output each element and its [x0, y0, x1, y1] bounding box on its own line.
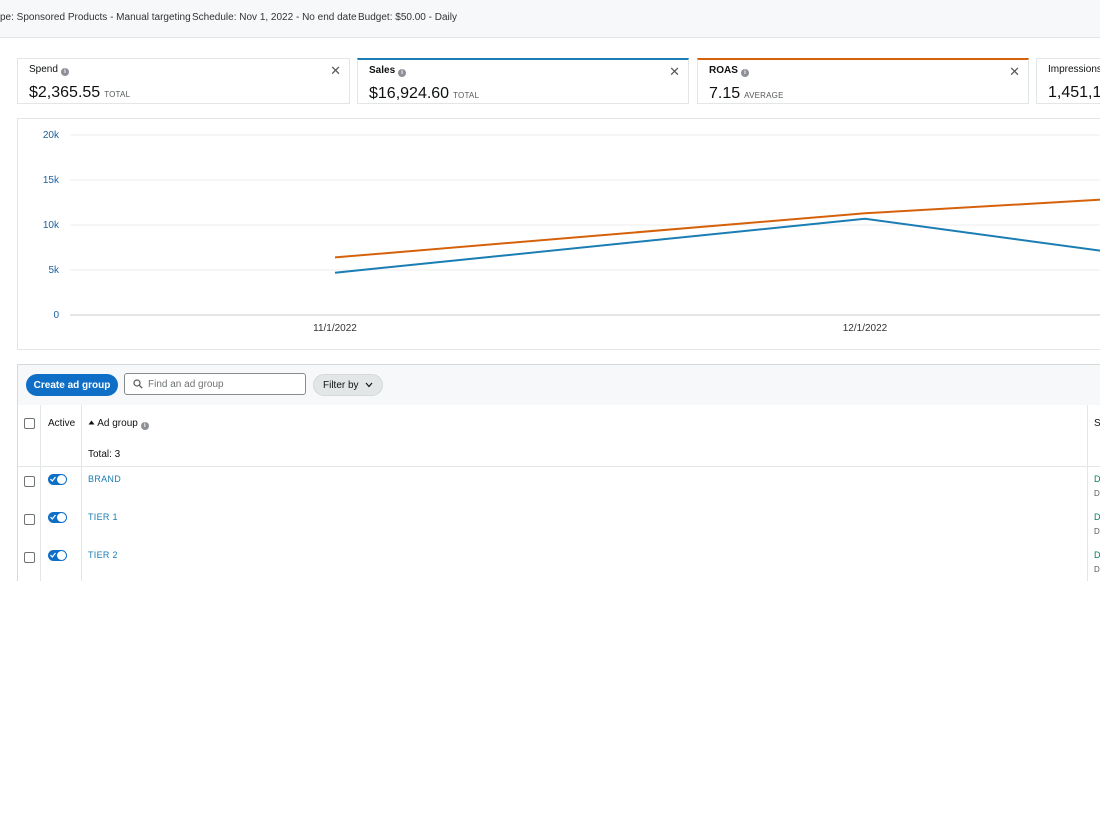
- y-tick-label: 15k: [43, 175, 60, 186]
- total-row: Total: 3: [18, 443, 1100, 467]
- metric-card-roas[interactable]: ROAS i ✕ 7.15 AVERAGE: [697, 58, 1029, 104]
- campaign-budget: Budget: $50.00 - Daily: [358, 12, 457, 23]
- row-checkbox[interactable]: [24, 552, 35, 563]
- table-row: BRAND D D: [18, 467, 1100, 506]
- close-icon[interactable]: ✕: [1009, 64, 1020, 79]
- close-icon[interactable]: ✕: [669, 64, 680, 79]
- table-toolbar: Create ad group Filter by: [18, 365, 1100, 406]
- series-line-0[interactable]: [334, 217, 1100, 274]
- table-header: Active Ad group i S: [18, 405, 1100, 444]
- filter-by-button[interactable]: Filter by: [313, 374, 383, 396]
- x-tick-label: 11/1/2022: [313, 323, 357, 334]
- campaign-type: pe: Sponsored Products - Manual targetin…: [0, 12, 191, 23]
- search-icon: [133, 379, 143, 389]
- active-toggle[interactable]: [48, 512, 67, 523]
- column-header-ad-group-label: Ad group: [97, 418, 138, 429]
- active-toggle[interactable]: [48, 474, 67, 485]
- check-icon: [50, 514, 56, 520]
- metric-unit: AVERAGE: [744, 91, 784, 100]
- info-icon[interactable]: i: [740, 69, 749, 77]
- column-header-ad-group[interactable]: Ad group i: [88, 418, 149, 430]
- x-tick-label: 12/1/2022: [843, 323, 888, 334]
- info-icon[interactable]: i: [140, 422, 149, 430]
- metric-label: Spend: [29, 64, 58, 75]
- active-toggle[interactable]: [48, 550, 67, 561]
- metric-value: $16,924.60: [369, 85, 450, 102]
- metric-card-sales[interactable]: Sales i ✕ $16,924.60 TOTAL: [357, 58, 689, 104]
- search-field[interactable]: [124, 373, 306, 395]
- filter-label: Filter by: [323, 379, 359, 391]
- ad-group-link-tier-2[interactable]: TIER 2: [88, 550, 118, 560]
- campaign-schedule: Schedule: Nov 1, 2022 - No end date: [192, 12, 357, 23]
- create-ad-group-button[interactable]: Create ad group: [26, 374, 118, 396]
- y-tick-label: 20k: [43, 130, 60, 141]
- metric-value: 7.15: [709, 85, 741, 102]
- row-status-detail: D: [1094, 565, 1100, 574]
- metric-unit: TOTAL: [104, 90, 131, 99]
- metric-label: ROAS: [709, 65, 738, 76]
- info-icon[interactable]: i: [60, 68, 69, 76]
- y-tick-label: 10k: [43, 220, 60, 231]
- row-checkbox[interactable]: [24, 476, 35, 487]
- info-icon[interactable]: i: [398, 69, 407, 77]
- chevron-down-icon: [365, 382, 373, 388]
- search-input[interactable]: [148, 376, 298, 392]
- metric-value: 1,451,1: [1048, 84, 1100, 101]
- y-tick-label: 0: [53, 310, 59, 321]
- select-all-checkbox[interactable]: [24, 418, 35, 429]
- check-icon: [50, 476, 56, 482]
- ad-group-table-panel: Create ad group Filter by Active Ad grou…: [17, 364, 1100, 581]
- metric-label: Impressions: [1048, 64, 1100, 75]
- metric-value: $2,365.55: [29, 84, 101, 101]
- total-count: Total: 3: [88, 449, 121, 460]
- table-row: TIER 2 D D: [18, 543, 1100, 581]
- metric-label: Sales: [369, 65, 396, 76]
- row-checkbox[interactable]: [24, 514, 35, 525]
- row-status-detail: D: [1094, 527, 1100, 536]
- metric-unit: TOTAL: [453, 91, 480, 100]
- check-icon: [50, 552, 56, 558]
- column-header-status[interactable]: S: [1094, 418, 1100, 429]
- metric-card-impressions[interactable]: Impressions 1,451,1: [1036, 58, 1100, 104]
- column-header-active[interactable]: Active: [48, 418, 76, 429]
- row-status: D: [1094, 512, 1100, 522]
- row-status: D: [1094, 550, 1100, 560]
- ad-group-link-brand[interactable]: BRAND: [88, 474, 122, 484]
- y-tick-label: 5k: [48, 265, 60, 276]
- close-icon[interactable]: ✕: [330, 63, 341, 78]
- row-status: D: [1094, 474, 1100, 484]
- campaign-info-bar: pe: Sponsored Products - Manual targetin…: [0, 0, 1100, 38]
- series-line-1[interactable]: [334, 198, 1100, 259]
- sort-up-icon: [88, 420, 95, 425]
- row-status-detail: D: [1094, 489, 1100, 498]
- table-row: TIER 1 D D: [18, 505, 1100, 544]
- ad-group-link-tier-1[interactable]: TIER 1: [88, 512, 118, 522]
- metric-card-spend[interactable]: Spend i ✕ $2,365.55 TOTAL: [17, 58, 350, 104]
